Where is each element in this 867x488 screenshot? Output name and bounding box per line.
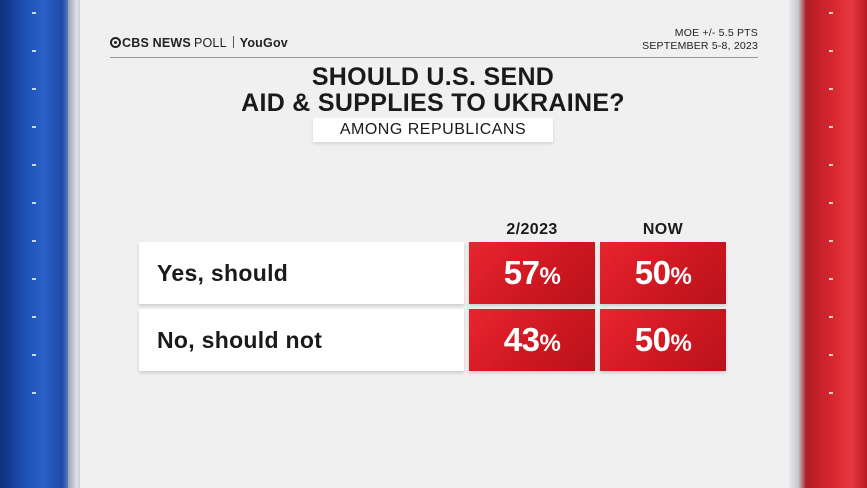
side-tick bbox=[32, 12, 36, 14]
value-unit: % bbox=[539, 263, 561, 290]
margin-of-error: MOE +/- 5.5 PTS bbox=[674, 27, 758, 39]
column-header: NOW bbox=[642, 221, 684, 238]
value-number: 50 bbox=[634, 254, 671, 291]
poll-header: CBS NEWS POLL YouGov MOE +/- 5.5 PTS SEPTE… bbox=[110, 27, 758, 58]
value-unit: % bbox=[539, 330, 561, 357]
value-number: 50 bbox=[634, 321, 671, 358]
side-tick bbox=[829, 278, 833, 280]
side-tick bbox=[32, 88, 36, 90]
side-tick bbox=[829, 316, 833, 318]
chart-subtitle: AMONG REPUBLICANS bbox=[313, 118, 553, 142]
value-unit: % bbox=[670, 263, 692, 290]
row-label: No, should not bbox=[139, 309, 464, 371]
value-unit: % bbox=[670, 330, 692, 357]
brand-name: CBS NEWS bbox=[122, 36, 191, 50]
side-tick bbox=[829, 392, 833, 394]
poll-dates: SEPTEMBER 5-8, 2023 bbox=[642, 40, 758, 52]
column-header: 2/2023 bbox=[506, 221, 558, 238]
side-tick bbox=[32, 164, 36, 166]
side-tick bbox=[829, 88, 833, 90]
side-tick bbox=[32, 316, 36, 318]
left-decorative-bar bbox=[0, 0, 78, 488]
chart-title: SHOULD U.S. SEND AID & SUPPLIES TO UKRAI… bbox=[150, 64, 716, 116]
poll-meta: MOE +/- 5.5 PTS SEPTEMBER 5-8, 2023 bbox=[642, 27, 758, 53]
side-tick bbox=[32, 392, 36, 394]
side-tick bbox=[829, 164, 833, 166]
side-tick bbox=[829, 354, 833, 356]
value-cell: 50% bbox=[600, 309, 726, 371]
side-tick bbox=[829, 240, 833, 242]
cbs-eye-icon bbox=[110, 37, 121, 48]
title-line-2: AID & SUPPLIES TO UKRAINE? bbox=[241, 89, 625, 117]
value-number: 57 bbox=[503, 254, 540, 291]
value-cell: 57% bbox=[469, 242, 595, 304]
value-number: 43 bbox=[503, 321, 540, 358]
row-label: Yes, should bbox=[139, 242, 464, 304]
value-cell: 43% bbox=[469, 309, 595, 371]
brand-divider bbox=[232, 36, 234, 48]
side-tick bbox=[829, 202, 833, 204]
side-tick bbox=[32, 50, 36, 52]
side-tick bbox=[32, 240, 36, 242]
brand-poll: POLL bbox=[193, 36, 227, 50]
side-tick bbox=[32, 278, 36, 280]
title-line-1: SHOULD U.S. SEND bbox=[311, 63, 555, 91]
side-tick bbox=[32, 126, 36, 128]
partner-name: YouGov bbox=[239, 36, 288, 50]
side-tick bbox=[32, 202, 36, 204]
brand-logo: CBS NEWS POLL YouGov bbox=[110, 36, 288, 50]
side-tick bbox=[32, 354, 36, 356]
side-tick bbox=[829, 126, 833, 128]
side-tick bbox=[829, 12, 833, 14]
side-tick bbox=[829, 50, 833, 52]
right-decorative-bar bbox=[789, 0, 867, 488]
value-cell: 50% bbox=[600, 242, 726, 304]
